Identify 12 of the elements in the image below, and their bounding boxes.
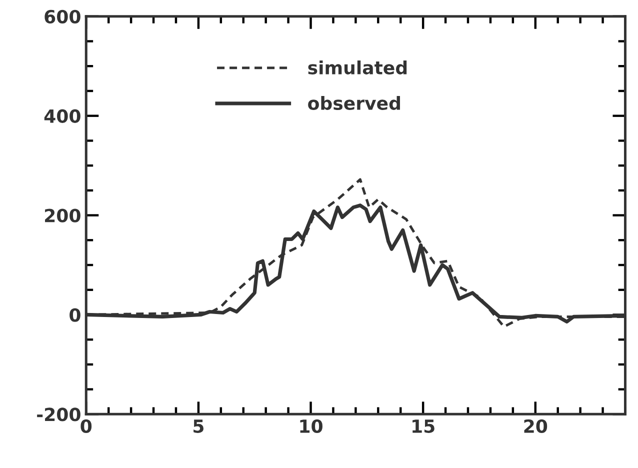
- x-tick-label: 5: [194, 420, 204, 434]
- x-tick-label: 10: [300, 419, 322, 434]
- y-tick-label: 0: [70, 308, 80, 322]
- y-tick-label: 600: [44, 10, 80, 24]
- y-tick-label: 200: [45, 208, 80, 222]
- legend-label: simulated: [308, 60, 407, 74]
- y-tick-label: -200: [37, 408, 80, 422]
- legend-label: observed: [308, 96, 400, 110]
- x-tick-label: 20: [524, 419, 548, 434]
- y-tick-label: 400: [44, 109, 80, 123]
- x-tick-label: 0: [80, 419, 92, 434]
- x-tick-label: 15: [412, 420, 434, 434]
